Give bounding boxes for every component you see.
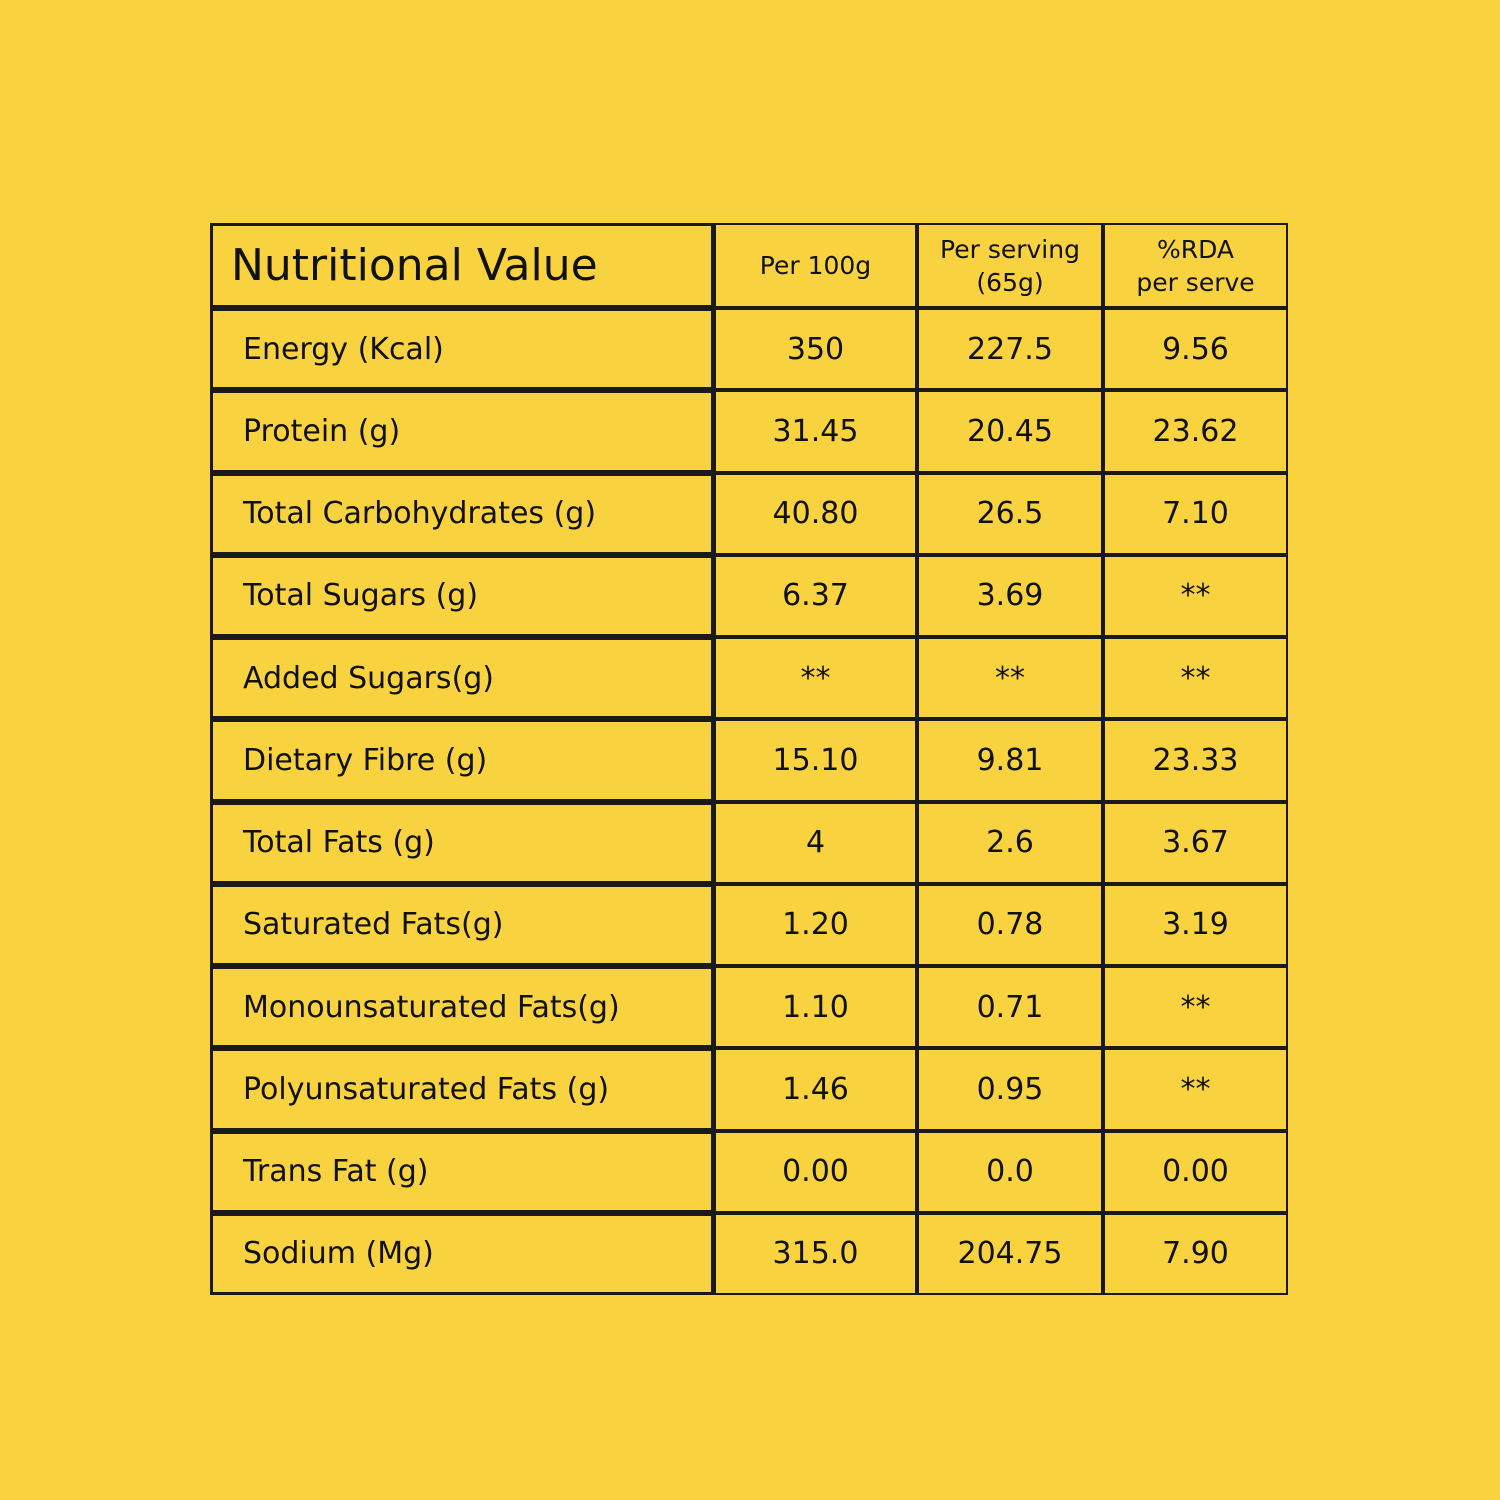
nutrient-label: Total Carbohydrates (g) <box>210 472 714 555</box>
value-cell: 1.46 <box>714 1048 917 1131</box>
value-cell: 4 <box>714 801 917 884</box>
value-cell: 315.0 <box>714 1212 917 1295</box>
value-cell: 3.67 <box>1103 801 1288 884</box>
value-cell: 2.6 <box>917 801 1103 884</box>
nutrient-label: Saturated Fats(g) <box>210 883 714 966</box>
value-cell: 9.56 <box>1103 308 1288 391</box>
header-cell: Per serving (65g) <box>917 223 1103 308</box>
value-cell: 0.71 <box>917 966 1103 1049</box>
value-cell: 7.90 <box>1103 1212 1288 1295</box>
value-cell: 204.75 <box>917 1212 1103 1295</box>
value-cell: 0.00 <box>1103 1130 1288 1213</box>
value-cell: ** <box>1103 966 1288 1049</box>
value-cell: ** <box>1103 637 1288 720</box>
nutrient-label: Total Fats (g) <box>210 801 714 884</box>
value-cell: 0.0 <box>917 1130 1103 1213</box>
nutrient-label: Protein (g) <box>210 390 714 473</box>
nutrient-label: Sodium (Mg) <box>210 1212 714 1295</box>
nutrient-label: Energy (Kcal) <box>210 308 714 391</box>
nutrient-label: Monounsaturated Fats(g) <box>210 966 714 1049</box>
nutrient-label: Trans Fat (g) <box>210 1130 714 1213</box>
value-cell: 9.81 <box>917 719 1103 802</box>
value-cell: 23.33 <box>1103 719 1288 802</box>
value-cell: 7.10 <box>1103 472 1288 555</box>
value-cell: 3.69 <box>917 554 1103 637</box>
value-cell: 350 <box>714 308 917 391</box>
value-cell: ** <box>917 637 1103 720</box>
value-cell: 23.62 <box>1103 390 1288 473</box>
value-cell: 31.45 <box>714 390 917 473</box>
value-cell: 227.5 <box>917 308 1103 391</box>
value-cell: ** <box>714 637 917 720</box>
header-cell: Nutritional Value <box>210 223 714 308</box>
nutrient-label: Dietary Fibre (g) <box>210 719 714 802</box>
value-cell: 20.45 <box>917 390 1103 473</box>
nutrient-label: Total Sugars (g) <box>210 554 714 637</box>
value-cell: 0.00 <box>714 1130 917 1213</box>
value-cell: 26.5 <box>917 472 1103 555</box>
value-cell: 0.95 <box>917 1048 1103 1131</box>
value-cell: 40.80 <box>714 472 917 555</box>
header-cell: Per 100g <box>714 223 917 308</box>
header-cell: %RDA per serve <box>1103 223 1288 308</box>
value-cell: 0.78 <box>917 883 1103 966</box>
nutrient-label: Polyunsaturated Fats (g) <box>210 1048 714 1131</box>
value-cell: 3.19 <box>1103 883 1288 966</box>
value-cell: 15.10 <box>714 719 917 802</box>
value-cell: ** <box>1103 1048 1288 1131</box>
value-cell: 6.37 <box>714 554 917 637</box>
nutrient-label: Added Sugars(g) <box>210 637 714 720</box>
value-cell: 1.10 <box>714 966 917 1049</box>
value-cell: 1.20 <box>714 883 917 966</box>
value-cell: ** <box>1103 554 1288 637</box>
